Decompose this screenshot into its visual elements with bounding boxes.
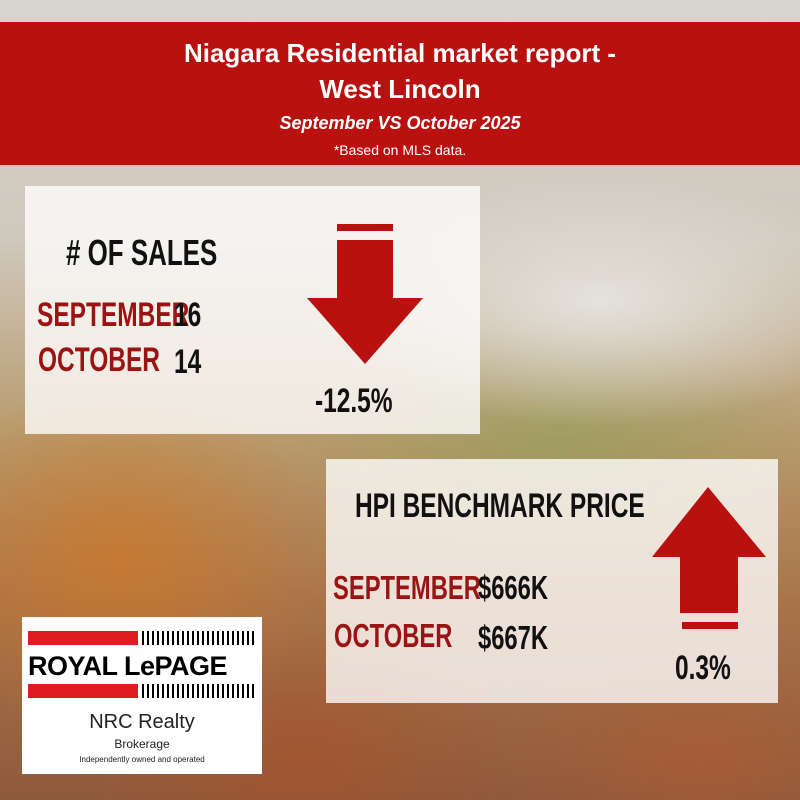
up-arrow-icon <box>652 487 766 629</box>
logo-bars-graphic <box>28 631 254 698</box>
sales-change: -12.5% <box>315 382 393 420</box>
sales-october-value: 14 <box>174 343 202 381</box>
hpi-panel: HPI BENCHMARK PRICE SEPTEMBER $666K OCTO… <box>326 459 778 703</box>
logo-wordmark: ROYAL LePAGE <box>28 651 228 681</box>
logo-tagline: Independently owned and operated <box>79 755 205 764</box>
hpi-october-label: OCTOBER <box>334 617 453 654</box>
sales-september-label: SEPTEMBER <box>37 296 190 334</box>
hpi-october-value: $667K <box>478 619 549 656</box>
hpi-september-label: SEPTEMBER <box>333 569 481 606</box>
report-header: Niagara Residential market report - West… <box>0 22 800 165</box>
hpi-september-value: $666K <box>478 569 549 606</box>
sales-heading: # OF SALES <box>66 232 218 273</box>
hpi-heading: HPI BENCHMARK PRICE <box>355 487 645 525</box>
down-arrow-icon <box>307 224 423 364</box>
sales-september-value: 16 <box>174 296 202 334</box>
report-title: Niagara Residential market report - West… <box>0 35 800 107</box>
report-subtitle: September VS October 2025 <box>279 113 521 133</box>
hpi-change: 0.3% <box>675 649 731 687</box>
data-source-note: *Based on MLS data. <box>333 142 467 158</box>
brokerage-name: NRC Realty <box>89 711 195 733</box>
title-line-1: Niagara Residential market report - <box>183 38 617 68</box>
title-line-2: West Lincoln <box>319 74 481 104</box>
sales-october-label: OCTOBER <box>38 341 160 379</box>
brokerage-label: Brokerage <box>114 737 170 751</box>
royal-lepage-logo: ROYAL LePAGE NRC Realty Brokerage Indepe… <box>22 617 262 774</box>
sales-panel: # OF SALES SEPTEMBER 16 OCTOBER 14 -12.5… <box>25 186 480 434</box>
